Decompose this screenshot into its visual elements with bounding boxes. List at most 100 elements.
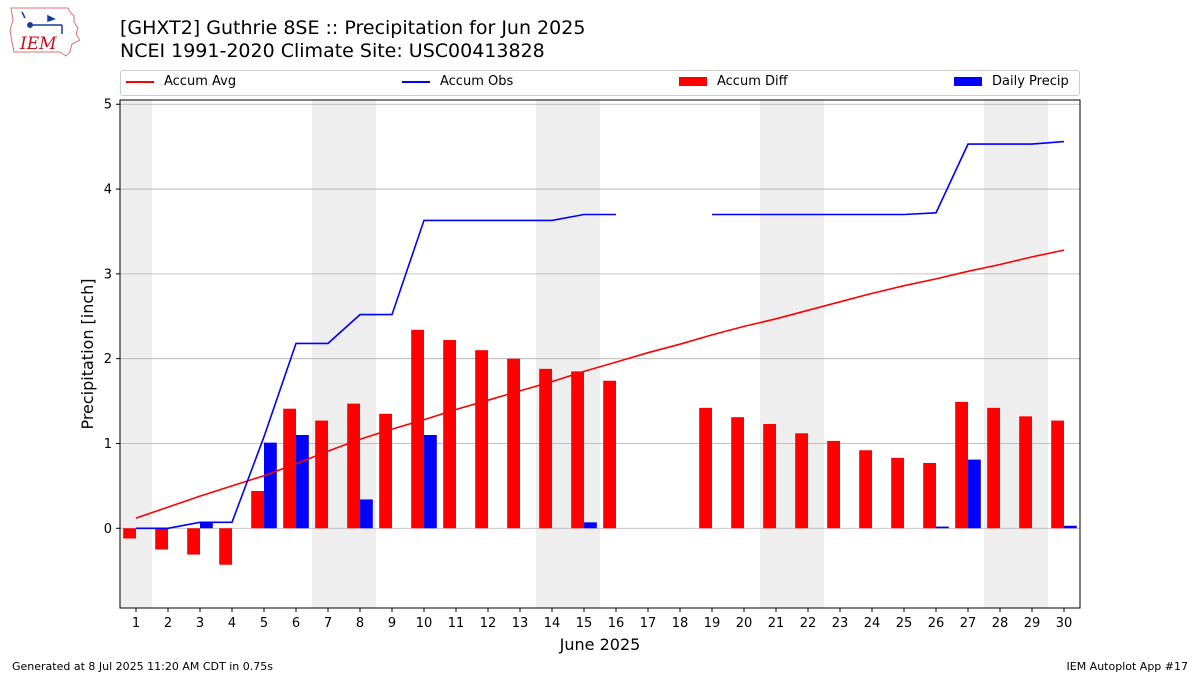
accum-obs-line — [136, 213, 616, 530]
daily-precip-bar — [968, 459, 981, 529]
accum-diff-bar — [315, 420, 328, 529]
x-tick-label: 11 — [448, 616, 465, 631]
app-label: IEM Autoplot App #17 — [1066, 660, 1189, 673]
legend-item-accum-obs: Accum Obs — [402, 74, 513, 89]
accum-diff-bar — [891, 457, 904, 529]
x-tick-label: 1 — [132, 616, 140, 631]
accum-diff-bar — [699, 407, 712, 529]
weekend-shade — [792, 100, 824, 608]
y-axis-label: Precipitation [inch] — [78, 278, 97, 429]
x-tick-label: 26 — [928, 616, 945, 631]
x-tick-label: 16 — [608, 616, 625, 631]
daily-precip-bar — [200, 522, 213, 529]
x-tick-label: 13 — [512, 616, 529, 631]
legend-swatch — [126, 80, 154, 83]
x-tick-label: 22 — [800, 616, 817, 631]
x-tick-label: 10 — [416, 616, 433, 631]
weekend-shade — [568, 100, 600, 608]
x-tick-label: 28 — [992, 616, 1009, 631]
accum-avg-line — [135, 249, 1065, 519]
accum-diff-bar — [507, 358, 520, 529]
x-tick-label: 24 — [864, 616, 881, 631]
x-tick-label: 9 — [388, 616, 396, 631]
accum-diff-bar — [155, 528, 168, 550]
y-tick-label: 2 — [104, 352, 112, 367]
legend-label: Accum Diff — [717, 74, 788, 89]
weekend-shade — [344, 100, 376, 608]
accum-diff-bar — [731, 417, 744, 529]
daily-precip-bar — [1064, 525, 1077, 529]
x-tick-label: 25 — [896, 616, 913, 631]
x-tick-label: 20 — [736, 616, 753, 631]
x-axis-label: June 2025 — [559, 635, 641, 654]
legend-label: Daily Precip — [992, 74, 1069, 89]
daily-precip-bar — [584, 522, 597, 529]
weekend-shade — [1016, 100, 1048, 608]
x-tick-label: 3 — [196, 616, 204, 631]
x-tick-label: 6 — [292, 616, 300, 631]
x-tick-label: 27 — [960, 616, 977, 631]
weekend-shade — [536, 100, 568, 608]
chart-legend: Accum Avg Accum Obs Accum Diff Daily Pre… — [120, 70, 1080, 96]
weekend-shade — [312, 100, 344, 608]
x-tick-label: 8 — [356, 616, 364, 631]
accum-diff-bar — [987, 407, 1000, 529]
weekend-shade — [984, 100, 1016, 608]
x-tick-label: 29 — [1024, 616, 1041, 631]
y-tick-label: 3 — [104, 267, 112, 282]
x-tick-label: 30 — [1056, 616, 1073, 631]
accum-diff-bar — [187, 528, 200, 555]
accum-diff-bar — [923, 462, 936, 529]
x-tick-label: 7 — [324, 616, 332, 631]
iem-logo: IEM — [9, 7, 80, 57]
weekend-shade — [760, 100, 792, 608]
logo-text: IEM — [19, 34, 57, 54]
legend-item-accum-avg: Accum Avg — [126, 74, 236, 89]
accum-obs-line — [712, 140, 1065, 216]
x-tick-label: 5 — [260, 616, 268, 631]
x-tick-label: 12 — [480, 616, 497, 631]
x-tick-label: 14 — [544, 616, 561, 631]
legend-item-accum-diff: Accum Diff — [679, 74, 788, 89]
daily-precip-bar — [296, 434, 309, 529]
accum-diff-bar — [411, 329, 424, 529]
daily-precip-bar — [424, 434, 437, 529]
x-tick-label: 15 — [576, 616, 593, 631]
accum-diff-bar — [219, 528, 232, 565]
legend-swatch — [402, 80, 430, 83]
daily-precip-bar — [360, 499, 373, 529]
accum-diff-bar — [283, 408, 296, 529]
legend-label: Accum Obs — [440, 74, 514, 89]
iowa-outline — [9, 7, 80, 57]
accum-diff-bar — [1019, 416, 1032, 529]
accum-diff-bar — [859, 450, 872, 529]
daily-precip-bar — [264, 442, 277, 529]
accum-diff-bar — [955, 401, 968, 529]
weather-icon — [21, 11, 63, 34]
accum-diff-bar — [1051, 420, 1064, 529]
y-tick-label: 4 — [104, 183, 112, 198]
generated-timestamp: Generated at 8 Jul 2025 11:20 AM CDT in … — [12, 660, 273, 673]
accum-diff-bar — [443, 340, 456, 529]
x-tick-label: 4 — [228, 616, 236, 631]
chart-title: [GHXT2] Guthrie 8SE :: Precipitation for… — [120, 17, 586, 39]
weekend-shade — [120, 100, 152, 608]
legend-swatch — [679, 77, 707, 86]
legend-swatch — [954, 77, 982, 86]
y-tick-label: 0 — [104, 522, 112, 537]
accum-diff-bar — [379, 413, 392, 529]
x-tick-label: 19 — [704, 616, 721, 631]
accum-diff-bar — [763, 423, 776, 529]
accum-diff-bar — [539, 368, 552, 529]
accum-diff-bar — [571, 371, 584, 529]
x-tick-label: 23 — [832, 616, 849, 631]
chart-subtitle: NCEI 1991-2020 Climate Site: USC00413828 — [120, 40, 545, 62]
x-tick-label: 21 — [768, 616, 785, 631]
accum-diff-bar — [603, 380, 616, 529]
accum-diff-bar — [251, 490, 264, 529]
accum-diff-bar — [795, 433, 808, 529]
legend-item-daily-precip: Daily Precip — [954, 74, 1069, 89]
x-tick-label: 2 — [164, 616, 172, 631]
x-tick-label: 17 — [640, 616, 657, 631]
